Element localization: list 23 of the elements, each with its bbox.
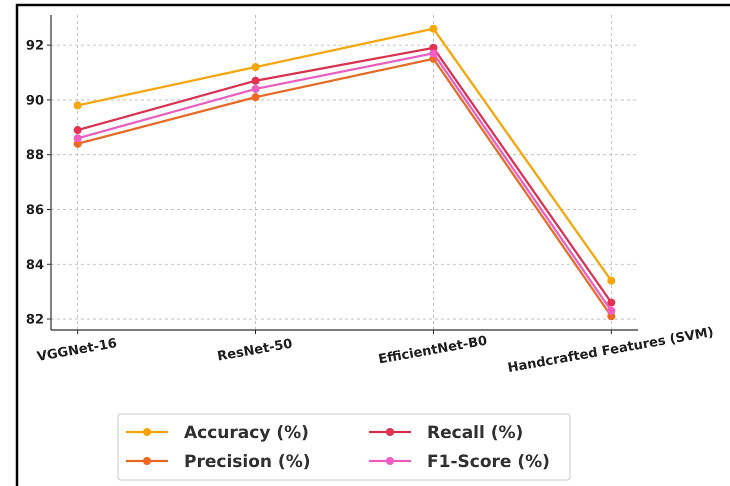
point [607,306,616,315]
point [74,101,82,110]
point [429,24,438,33]
y-tick-label: 88 [26,148,44,164]
y-tick-label: 86 [26,203,44,218]
y-tick-label: 84 [26,258,44,273]
point [74,126,82,134]
legend-label: F1-Score (%) [427,452,550,472]
point [252,76,260,85]
point [74,134,82,142]
point [429,49,438,58]
y-tick-label: 82 [26,312,44,328]
y-tick-label: 90 [26,93,44,108]
legend-label: Accuracy (%) [184,422,309,443]
point [252,84,260,93]
point [252,63,260,72]
legend-label: Precision (%) [184,452,310,472]
point [607,276,616,285]
y-tick-label: 92 [26,38,44,54]
point [252,93,260,102]
x-tick-label: ResNet-50 [216,336,294,365]
point [607,298,616,307]
legend-label: Recall (%) [427,422,524,443]
